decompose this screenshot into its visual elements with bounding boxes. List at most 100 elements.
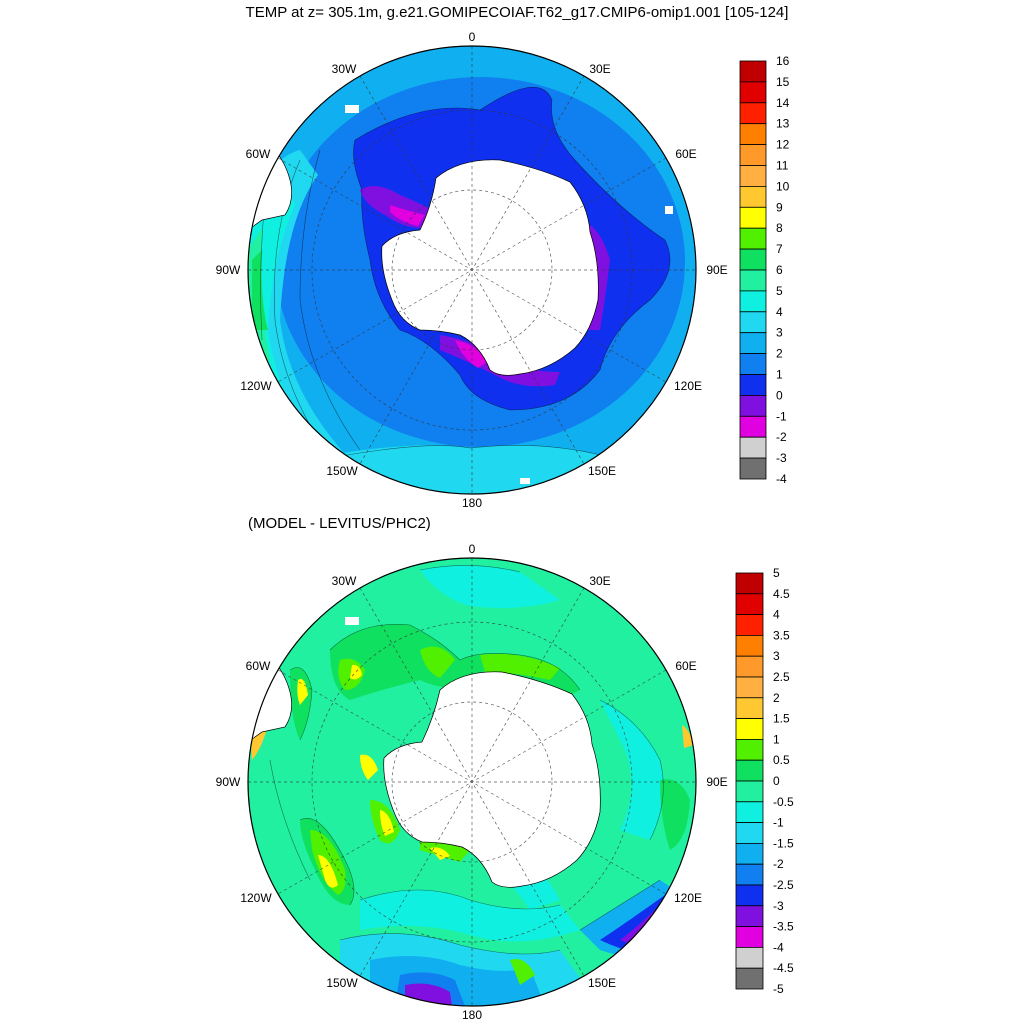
bottom-colorbar-label: 3 bbox=[773, 649, 780, 663]
top-colorbar-label: 16 bbox=[776, 54, 790, 68]
bottom-lon-0: 0 bbox=[469, 542, 476, 556]
bottom-colorbar-label: 1.5 bbox=[773, 712, 790, 726]
top-map-title: TEMP at z= 305.1m, g.e21.GOMIPECOIAF.T62… bbox=[246, 4, 789, 21]
top-colorbar-swatch bbox=[739, 332, 767, 355]
top-lon-60e: 60E bbox=[675, 147, 696, 161]
top-colorbar-label: -2 bbox=[776, 430, 787, 444]
bottom-colorbar-label: -2 bbox=[773, 857, 784, 871]
bottom-colorbar-label: -3.5 bbox=[773, 920, 794, 934]
bottom-lon-60w: 60W bbox=[246, 659, 271, 673]
top-lon-180: 180 bbox=[462, 496, 482, 510]
top-colorbar-swatch bbox=[739, 144, 767, 166]
top-colorbar-label: 7 bbox=[776, 242, 783, 256]
top-colorbar-label: -4 bbox=[776, 472, 787, 486]
bottom-colorbar-swatch bbox=[735, 967, 764, 990]
bottom-colorbar-label: -1.5 bbox=[773, 836, 794, 850]
bottom-colorbar-label: 0.5 bbox=[773, 753, 790, 767]
top-map bbox=[247, 45, 697, 495]
bottom-colorbar-swatch bbox=[735, 947, 764, 969]
bottom-colorbar-swatch bbox=[735, 801, 764, 823]
bottom-colorbar-label: -5 bbox=[773, 982, 784, 996]
bottom-colorbar-swatch bbox=[735, 822, 764, 844]
bottom-map-title: (MODEL - LEVITUS/PHC2) bbox=[248, 515, 431, 532]
top-lon-150w: 150W bbox=[326, 464, 358, 478]
top-lon-0: 0 bbox=[469, 30, 476, 44]
bottom-colorbar-swatch bbox=[735, 926, 764, 948]
top-colorbar-swatch bbox=[739, 457, 767, 480]
top-colorbar-swatch bbox=[739, 415, 767, 438]
top-colorbar-swatch bbox=[739, 102, 767, 125]
bottom-colorbar-swatch bbox=[735, 635, 764, 657]
top-colorbar-label: 10 bbox=[776, 179, 790, 193]
top-colorbar-label: 0 bbox=[776, 388, 783, 402]
bottom-colorbar-label: 0 bbox=[773, 774, 780, 788]
top-colorbar-swatch bbox=[739, 60, 767, 83]
top-colorbar-swatch bbox=[739, 206, 767, 229]
top-lon-90w: 90W bbox=[216, 263, 241, 277]
bottom-colorbar-label: -4.5 bbox=[773, 961, 794, 975]
top-colorbar-swatch bbox=[739, 394, 767, 417]
bottom-lon-90w: 90W bbox=[216, 775, 241, 789]
bottom-colorbar-label: 4 bbox=[773, 608, 780, 622]
bottom-lon-120w: 120W bbox=[240, 891, 272, 905]
top-colorbar-swatch bbox=[739, 290, 767, 313]
bottom-colorbar-swatch bbox=[735, 780, 764, 803]
bottom-colorbar-label: 3.5 bbox=[773, 628, 790, 642]
bottom-colorbar-label: -2.5 bbox=[773, 878, 794, 892]
bottom-colorbar-label: 2 bbox=[773, 691, 780, 705]
bottom-lon-90e: 90E bbox=[706, 775, 727, 789]
top-colorbar-label: 5 bbox=[776, 284, 783, 298]
bottom-colorbar-swatch bbox=[735, 676, 764, 699]
bottom-colorbar-swatch bbox=[735, 614, 764, 636]
bottom-lon-180: 180 bbox=[462, 1008, 482, 1022]
top-map-border bbox=[247, 45, 697, 495]
bottom-colorbar-label: -4 bbox=[773, 940, 784, 954]
bottom-colorbar-label: -0.5 bbox=[773, 795, 794, 809]
top-lon-60w: 60W bbox=[246, 147, 271, 161]
top-colorbar-label: 11 bbox=[776, 159, 789, 173]
bottom-lon-60e: 60E bbox=[675, 659, 696, 673]
top-colorbar-label: 14 bbox=[776, 96, 790, 110]
top-colorbar-label: 3 bbox=[776, 326, 783, 340]
top-colorbar-label: 9 bbox=[776, 200, 783, 214]
top-colorbar-swatch bbox=[739, 374, 767, 396]
bottom-colorbar-swatch bbox=[735, 593, 764, 615]
bottom-colorbar-swatch bbox=[735, 697, 764, 719]
bottom-lon-30e: 30E bbox=[589, 574, 610, 588]
top-lon-120e: 120E bbox=[674, 379, 702, 393]
top-colorbar-swatch bbox=[739, 227, 767, 250]
top-colorbar-swatch bbox=[739, 248, 767, 271]
bottom-lon-150e: 150E bbox=[588, 976, 616, 990]
top-lon-120w: 120W bbox=[240, 379, 272, 393]
bottom-colorbar-label: -3 bbox=[773, 899, 784, 913]
top-colorbar-swatch bbox=[739, 185, 767, 208]
top-lon-150e: 150E bbox=[588, 464, 616, 478]
top-colorbar-swatch bbox=[739, 311, 767, 334]
bottom-map-border bbox=[247, 557, 697, 1007]
bottom-map bbox=[247, 557, 697, 1007]
bottom-colorbar-swatch bbox=[735, 572, 764, 595]
bottom-colorbar-swatch bbox=[735, 655, 764, 678]
top-colorbar-label: 6 bbox=[776, 263, 783, 277]
bottom-lon-30w: 30W bbox=[332, 574, 357, 588]
top-lon-labels: 0 30E 60E 90E 120E 150E 180 150W 120W 90… bbox=[216, 30, 728, 510]
bottom-colorbar-swatch bbox=[735, 884, 764, 907]
bottom-colorbar-swatch bbox=[735, 759, 764, 782]
top-lon-30w: 30W bbox=[332, 62, 357, 76]
bottom-colorbar-swatch bbox=[735, 843, 764, 865]
bottom-lon-labels: 0 30E 60E 90E 120E 150E 180 150W 120W 90… bbox=[216, 542, 728, 1022]
top-colorbar-label: 2 bbox=[776, 347, 783, 361]
bottom-colorbar-label: 4.5 bbox=[773, 587, 790, 601]
top-colorbar-swatch bbox=[739, 353, 767, 375]
top-colorbar-label: 8 bbox=[776, 221, 783, 235]
top-lon-30e: 30E bbox=[589, 62, 610, 76]
bottom-colorbar-swatch bbox=[735, 905, 764, 927]
top-colorbar-swatch bbox=[739, 123, 767, 145]
top-colorbar-label: 13 bbox=[776, 117, 790, 131]
top-colorbar-swatch bbox=[739, 165, 767, 187]
top-colorbar-label: 12 bbox=[776, 138, 790, 152]
top-colorbar-swatch bbox=[739, 436, 767, 459]
top-colorbar-label: 4 bbox=[776, 305, 783, 319]
